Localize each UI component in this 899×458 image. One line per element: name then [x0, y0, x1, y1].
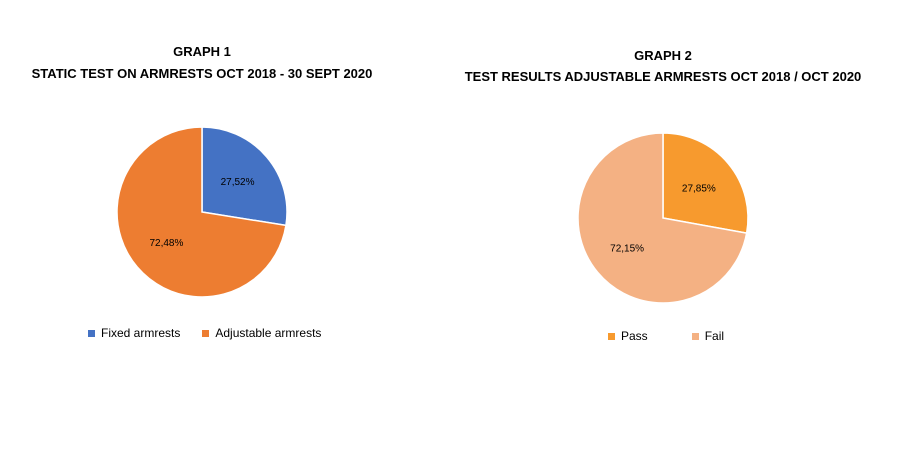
legend-swatch	[608, 332, 615, 340]
chart-2-legend: Pass Fail	[608, 329, 746, 343]
legend-item-pass: Pass	[608, 329, 648, 343]
data-label: 72,15%	[610, 243, 644, 254]
legend-swatch	[202, 329, 210, 337]
legend-swatch	[691, 332, 699, 340]
pie-slice-adjustable-armrests	[116, 126, 287, 298]
pie-slice-fail	[577, 132, 748, 304]
legend-label: Fixed armrests	[101, 326, 181, 340]
data-label: 27,85%	[682, 184, 716, 195]
legend-label: Fail	[704, 329, 725, 343]
legend-item-fixed-armrests: Fixed armrests	[88, 326, 180, 340]
legend-label: Adjustable armrests	[215, 326, 322, 340]
legend-label: Pass	[621, 329, 648, 343]
legend-item-adjustable-armrests: Adjustable armrests	[202, 326, 321, 340]
chart-2-pie: 27,85% 72,15%	[577, 132, 749, 304]
pie-slice-fixed-armrests	[201, 126, 288, 227]
chart-1-legend: Fixed armrests Adjustable armrests	[88, 326, 343, 340]
chart-1-pie: 27,52% 72,48%	[116, 126, 288, 298]
legend-item-fail: Fail	[691, 329, 725, 343]
legend-swatch	[88, 329, 95, 337]
chart-2-title: GRAPH 2	[634, 48, 692, 63]
chart-1-subtitle: STATIC TEST ON ARMRESTS OCT 2018 - 30 SE…	[31, 66, 373, 81]
pie-slice-pass	[662, 132, 749, 235]
chart-2-subtitle: TEST RESULTS ADJUSTABLE ARMRESTS OCT 201…	[464, 69, 862, 84]
chart-1-title: GRAPH 1	[173, 44, 231, 59]
data-label: 72,48%	[149, 238, 183, 249]
data-label: 27,52%	[221, 177, 255, 188]
